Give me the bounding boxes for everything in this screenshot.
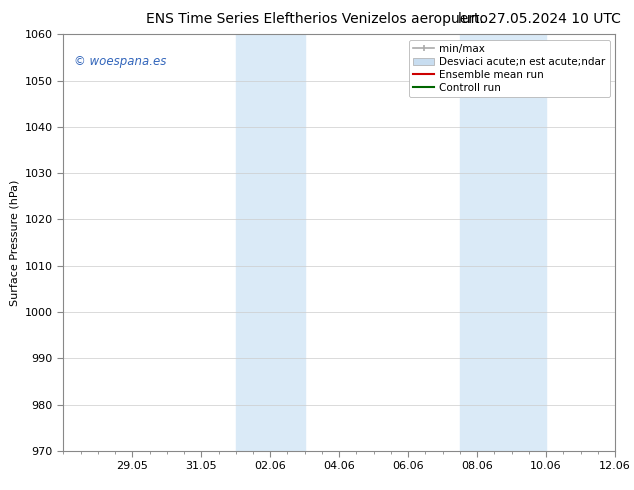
Y-axis label: Surface Pressure (hPa): Surface Pressure (hPa) xyxy=(10,179,19,306)
Bar xyxy=(460,34,546,451)
Text: lun. 27.05.2024 10 UTC: lun. 27.05.2024 10 UTC xyxy=(458,12,621,26)
Bar xyxy=(236,34,305,451)
Text: © woespana.es: © woespana.es xyxy=(74,55,167,68)
Text: ENS Time Series Eleftherios Venizelos aeropuerto: ENS Time Series Eleftherios Venizelos ae… xyxy=(146,12,488,26)
Legend: min/max, Desviaci acute;n est acute;ndar, Ensemble mean run, Controll run: min/max, Desviaci acute;n est acute;ndar… xyxy=(409,40,610,97)
